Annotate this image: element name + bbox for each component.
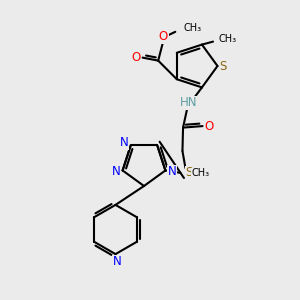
Text: S: S <box>219 60 226 73</box>
Text: O: O <box>159 30 168 43</box>
Text: O: O <box>205 120 214 133</box>
Text: CH₃: CH₃ <box>184 23 202 33</box>
Text: HN: HN <box>179 97 197 110</box>
Text: N: N <box>112 255 122 268</box>
Text: N: N <box>112 165 120 178</box>
Text: S: S <box>185 166 193 179</box>
Text: CH₃: CH₃ <box>218 34 236 44</box>
Text: CH₃: CH₃ <box>191 169 210 178</box>
Text: N: N <box>168 166 176 178</box>
Text: O: O <box>131 51 141 64</box>
Text: N: N <box>120 136 128 149</box>
